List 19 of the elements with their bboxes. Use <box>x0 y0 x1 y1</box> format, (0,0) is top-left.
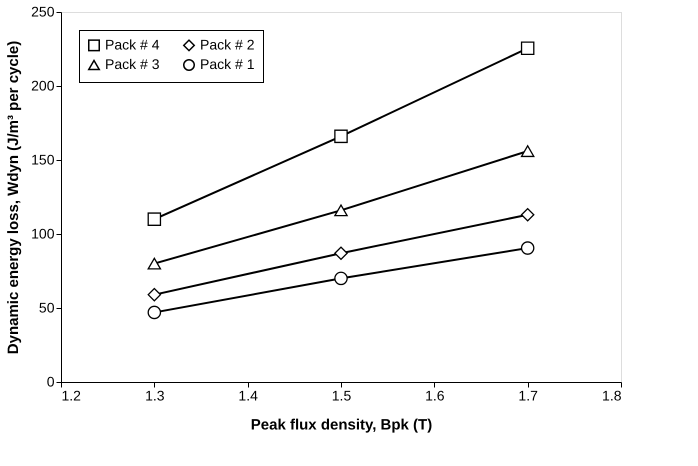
legend-label: Pack # 4 <box>105 36 160 52</box>
x-axis-title: Peak flux density, Bpk (T) <box>250 416 432 434</box>
y-tick-label: 200 <box>31 78 55 94</box>
x-tick-label: 1.4 <box>238 388 258 404</box>
y-tick-label: 150 <box>31 152 55 168</box>
legend-label: Pack # 3 <box>105 56 160 72</box>
x-tick-label: 1.3 <box>145 388 165 404</box>
x-tick-label: 1.6 <box>425 388 445 404</box>
x-tick-label: 1.8 <box>602 388 622 404</box>
x-tick-label: 1.2 <box>62 388 82 404</box>
y-tick-label: 0 <box>46 374 55 390</box>
y-axis-title: Dynamic energy loss, Wdyn (J/m³ per cycle) <box>5 40 22 354</box>
y-tick-label: 100 <box>31 226 55 242</box>
x-tick-label: 1.7 <box>518 388 538 404</box>
legend-label: Pack # 1 <box>200 56 255 72</box>
y-tick-label: 250 <box>31 4 55 20</box>
legend-label: Pack # 2 <box>200 36 255 52</box>
x-tick-label: 1.5 <box>332 388 352 404</box>
y-tick-label: 50 <box>38 300 55 316</box>
